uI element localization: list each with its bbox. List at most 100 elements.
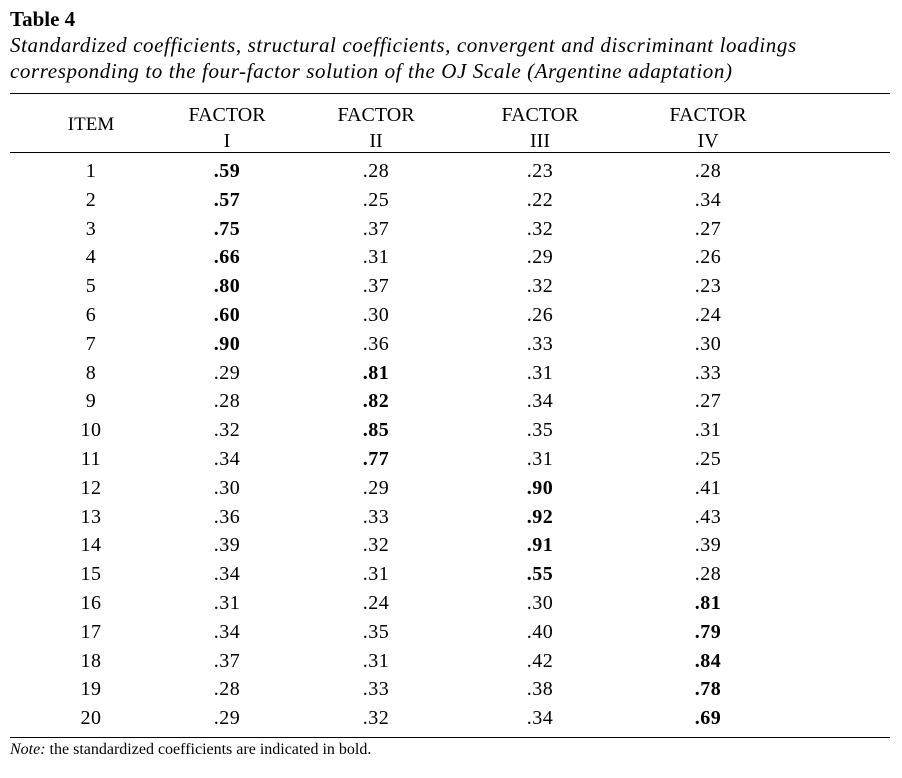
factor-4-cell: .28 xyxy=(694,160,722,182)
factor-3-cell: .92 xyxy=(526,505,554,528)
factor-1-cell: .32 xyxy=(213,419,241,442)
header-factor-word: FACTOR xyxy=(337,104,415,126)
table-row: 4 .66 .31 .29 .26 xyxy=(10,243,890,272)
factor-2-cell: .25 xyxy=(362,188,390,211)
factor-2-cell: .37 xyxy=(362,275,390,298)
factor-1-cell: .36 xyxy=(213,505,241,528)
item-cell: 5 xyxy=(85,275,97,298)
factor-1-cell: .90 xyxy=(213,332,241,355)
factor-2-cell: .32 xyxy=(362,707,390,730)
table-row: 17 .34 .35 .40 .79 xyxy=(10,618,890,647)
factor-4-cell: .27 xyxy=(694,217,722,240)
factor-3-cell: .34 xyxy=(526,707,554,730)
header-factor-1: FACTOR I xyxy=(152,102,302,154)
factor-2-cell: .31 xyxy=(362,649,390,672)
top-rule xyxy=(10,93,890,94)
factor-1-cell: .30 xyxy=(213,476,241,499)
item-cell: 15 xyxy=(80,563,102,586)
factor-4-cell: .34 xyxy=(694,188,722,211)
factor-2-cell: .32 xyxy=(362,534,390,557)
table-body: 1 .59 .28 .23 .28 2 .57 .25 .22 .34 3 .75 .37 .32 .27 4… xyxy=(10,153,890,737)
factor-1-cell: .60 xyxy=(213,303,241,326)
item-cell: 3 xyxy=(85,217,97,240)
factor-2-cell: .31 xyxy=(362,563,390,586)
factor-2-cell: .33 xyxy=(362,678,390,701)
factor-1-cell: .34 xyxy=(213,447,241,470)
factor-2-cell: .35 xyxy=(362,620,390,643)
table-row: 12 .30 .29 .90 .41 xyxy=(10,474,890,503)
factor-3-cell: .40 xyxy=(526,620,554,643)
header-factor-numeral: III xyxy=(530,130,550,152)
item-cell: 18 xyxy=(80,649,102,672)
item-cell: 9 xyxy=(85,390,97,413)
factor-1-cell: .28 xyxy=(213,390,241,413)
table-row: 16 .31 .24 .30 .81 xyxy=(10,589,890,618)
table-row: 11 .34 .77 .31 .25 xyxy=(10,445,890,474)
item-cell: 13 xyxy=(80,505,102,528)
item-cell: 17 xyxy=(80,620,102,643)
table-row: 6 .60 .30 .26 .24 xyxy=(10,301,890,330)
table-row: 7 .90 .36 .33 .30 xyxy=(10,330,890,359)
header-factor-numeral: II xyxy=(369,130,383,152)
factor-3-cell: .33 xyxy=(526,332,554,355)
note-label: Note: xyxy=(10,741,46,758)
bottom-rule xyxy=(10,737,890,738)
factor-1-cell: .75 xyxy=(213,217,241,240)
table-figure: Table 4 Standardized coefficients, struc… xyxy=(10,6,890,761)
table-row: 13 .36 .33 .92 .43 xyxy=(10,503,890,532)
item-cell: 11 xyxy=(80,447,102,470)
factor-3-cell: .22 xyxy=(526,188,554,211)
factor-3-cell: .55 xyxy=(526,563,554,586)
factor-1-cell: .34 xyxy=(213,563,241,586)
item-cell: 12 xyxy=(80,476,102,499)
header-factor-3: FACTOR III xyxy=(465,102,615,154)
item-cell: 10 xyxy=(80,419,102,442)
factor-2-cell: .36 xyxy=(362,332,390,355)
factor-1-cell: .57 xyxy=(213,188,241,211)
factor-4-cell: .81 xyxy=(694,591,722,614)
factor-3-cell: .23 xyxy=(526,160,554,182)
table-row: 2 .57 .25 .22 .34 xyxy=(10,186,890,215)
item-cell: 16 xyxy=(80,591,102,614)
item-cell: 2 xyxy=(85,188,97,211)
item-cell: 4 xyxy=(85,246,97,269)
table-row: 9 .28 .82 .34 .27 xyxy=(10,387,890,416)
table-row: 8 .29 .81 .31 .33 xyxy=(10,359,890,388)
factor-3-cell: .35 xyxy=(526,419,554,442)
item-cell: 7 xyxy=(85,332,97,355)
factor-4-cell: .28 xyxy=(694,563,722,586)
factor-1-cell: .29 xyxy=(213,707,241,730)
factor-1-cell: .37 xyxy=(213,649,241,672)
factor-1-cell: .39 xyxy=(213,534,241,557)
header-factor-word: FACTOR xyxy=(501,104,579,126)
factor-4-cell: .23 xyxy=(694,275,722,298)
factor-4-cell: .27 xyxy=(694,390,722,413)
factor-1-cell: .34 xyxy=(213,620,241,643)
factor-2-cell: .28 xyxy=(362,160,390,182)
item-cell: 8 xyxy=(85,361,97,384)
factor-1-cell: .66 xyxy=(213,246,241,269)
factor-3-cell: .26 xyxy=(526,303,554,326)
factor-4-cell: .24 xyxy=(694,303,722,326)
factor-4-cell: .25 xyxy=(694,447,722,470)
table-row: 15 .34 .31 .55 .28 xyxy=(10,560,890,589)
item-cell: 20 xyxy=(80,707,102,730)
factor-4-cell: .30 xyxy=(694,332,722,355)
table-row: 5 .80 .37 .32 .23 xyxy=(10,272,890,301)
table-caption-line-1: Standardized coefficients, structural co… xyxy=(10,33,797,57)
factor-4-cell: .39 xyxy=(694,534,722,557)
factor-2-cell: .30 xyxy=(362,303,390,326)
factor-4-cell: .31 xyxy=(694,419,722,442)
header-factor-word: FACTOR xyxy=(188,104,266,126)
factor-2-cell: .31 xyxy=(362,246,390,269)
factor-2-cell: .29 xyxy=(362,476,390,499)
factor-4-cell: .43 xyxy=(694,505,722,528)
factor-3-cell: .31 xyxy=(526,361,554,384)
header-item: ITEM xyxy=(67,114,115,135)
factor-3-cell: .32 xyxy=(526,275,554,298)
header-factor-2: FACTOR II xyxy=(301,102,451,154)
factor-3-cell: .32 xyxy=(526,217,554,240)
factor-2-cell: .81 xyxy=(362,361,390,384)
item-cell: 14 xyxy=(80,534,102,557)
factor-4-cell: .69 xyxy=(694,707,722,730)
